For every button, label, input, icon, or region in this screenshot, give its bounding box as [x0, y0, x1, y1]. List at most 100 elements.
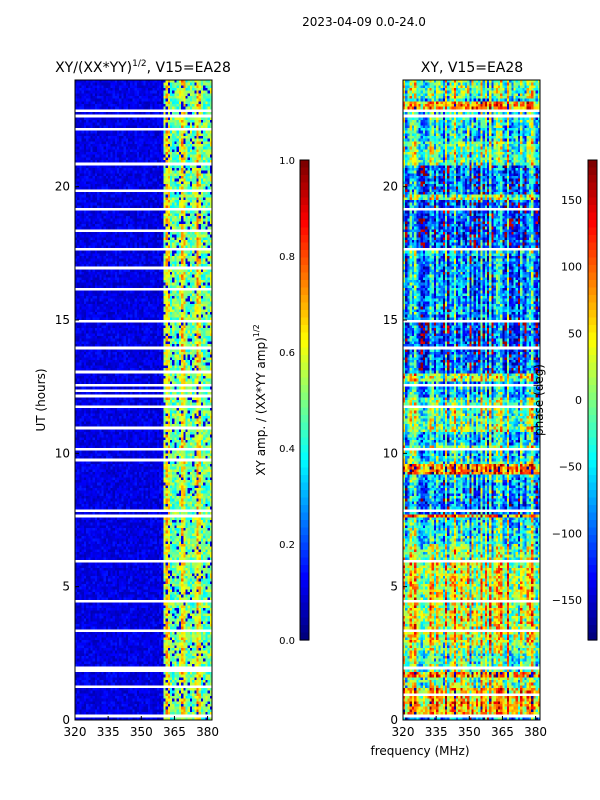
colorbar-swatch — [300, 580, 309, 589]
colorbar-swatch — [588, 235, 597, 244]
heatmap-image — [403, 80, 540, 720]
colorbar-swatch — [588, 632, 597, 641]
colorbar-swatch — [300, 520, 309, 529]
colorbar-swatch — [588, 362, 597, 371]
colorbar-swatch — [300, 325, 309, 334]
left-plot-frame — [74, 79, 213, 721]
colorbar-swatch — [300, 317, 309, 326]
colorbar-swatch — [588, 565, 597, 574]
y-tick-label: 15 — [55, 313, 70, 327]
colorbar-tick-label: 50 — [568, 327, 582, 340]
colorbar-swatch — [300, 220, 309, 229]
colorbar-swatch — [300, 242, 309, 251]
colorbar-swatch — [588, 265, 597, 274]
colorbar-swatch — [588, 272, 597, 281]
colorbar-swatch — [300, 452, 309, 461]
colorbar-swatch — [300, 400, 309, 409]
y-tick-label: 0 — [390, 713, 398, 727]
colorbar-tick-label: −150 — [552, 594, 582, 607]
colorbar-swatch — [588, 220, 597, 229]
colorbar-swatch — [588, 257, 597, 266]
colorbar-swatch — [588, 437, 597, 446]
left-colorbar: 0.0 0.2 0.4 0.6 0.8 1.0 — [279, 156, 310, 647]
colorbar-swatch — [300, 265, 309, 274]
y-tick-label: 10 — [55, 446, 70, 460]
y-tick-label: 20 — [55, 180, 70, 194]
colorbar-tick-label: 0.8 — [279, 252, 295, 263]
colorbar-swatch — [300, 632, 309, 641]
colorbar-tick-label: 0.2 — [279, 540, 295, 551]
colorbar-tick-label: 0.4 — [279, 444, 295, 455]
colorbar-swatch — [300, 437, 309, 446]
colorbar-swatch — [588, 422, 597, 431]
right-panel-title: XY, V15=EA28 — [421, 60, 523, 76]
colorbar-swatch — [588, 280, 597, 289]
colorbar-swatch — [300, 377, 309, 386]
heatmap-image — [75, 80, 212, 720]
y-tick-label: 0 — [62, 713, 70, 727]
colorbar-swatch — [300, 197, 309, 206]
x-tick-label: 320 — [392, 725, 415, 739]
colorbar-swatch — [588, 205, 597, 214]
colorbar-swatch — [588, 580, 597, 589]
colorbar-swatch — [588, 355, 597, 364]
colorbar-swatch — [588, 295, 597, 304]
colorbar-swatch — [588, 310, 597, 319]
colorbar-tick-label: −100 — [552, 527, 582, 540]
y-tick-label: 15 — [383, 313, 398, 327]
colorbar-swatch — [588, 340, 597, 349]
colorbar-tick-label: 100 — [561, 261, 582, 274]
colorbar-swatch — [588, 415, 597, 424]
colorbar-swatch — [300, 535, 309, 544]
colorbar-swatch — [588, 475, 597, 484]
y-tick-label: 20 — [383, 180, 398, 194]
colorbar-swatch — [588, 287, 597, 296]
colorbar-swatch — [300, 565, 309, 574]
colorbar-swatch — [300, 482, 309, 491]
colorbar-swatch — [300, 475, 309, 484]
left-title-sup: 1/2 — [132, 59, 146, 69]
colorbar-swatch — [300, 280, 309, 289]
colorbar-swatch — [300, 512, 309, 521]
colorbar-swatch — [588, 370, 597, 379]
colorbar-swatch — [300, 295, 309, 304]
right-axes: 320 335 350 365 380 0 5 10 15 20 — [383, 180, 547, 739]
colorbar-swatch — [588, 227, 597, 236]
colorbar-swatch — [300, 235, 309, 244]
colorbar-swatch — [588, 317, 597, 326]
colorbar-swatch — [300, 332, 309, 341]
colorbar-swatch — [300, 407, 309, 416]
colorbar-tick-label: 150 — [561, 194, 582, 207]
colorbar-tick-label: 1.0 — [279, 156, 295, 167]
colorbar-tick-label: 0.6 — [279, 348, 295, 359]
left-ylabel: UT (hours) — [34, 368, 48, 431]
colorbar-swatch — [300, 302, 309, 311]
left-title-main: XY/(XX*YY) — [55, 60, 132, 76]
left-heatmap — [75, 80, 212, 720]
colorbar-swatch — [300, 617, 309, 626]
colorbar-swatch — [300, 467, 309, 476]
colorbar-swatch — [300, 422, 309, 431]
x-tick-label: 320 — [64, 725, 87, 739]
colorbar-swatch — [300, 460, 309, 469]
colorbar-swatch — [588, 250, 597, 259]
colorbar-swatch — [300, 175, 309, 184]
colorbar-swatch — [300, 625, 309, 634]
colorbar-swatch — [588, 332, 597, 341]
shared-xlabel: frequency (MHz) — [370, 744, 469, 758]
colorbar-swatch — [588, 385, 597, 394]
colorbar-swatch — [300, 310, 309, 319]
colorbar-swatch — [300, 340, 309, 349]
colorbar-swatch — [588, 535, 597, 544]
colorbar-swatch — [588, 377, 597, 386]
colorbar-swatch — [300, 205, 309, 214]
y-tick-label: 5 — [390, 580, 398, 594]
colorbar-swatch — [588, 347, 597, 356]
left-title-suffix: , V15=EA28 — [147, 60, 231, 76]
colorbar-swatch — [588, 520, 597, 529]
colorbar-swatch — [588, 400, 597, 409]
colorbar-swatch — [588, 190, 597, 199]
colorbar-swatch — [300, 595, 309, 604]
colorbar-swatch — [588, 557, 597, 566]
